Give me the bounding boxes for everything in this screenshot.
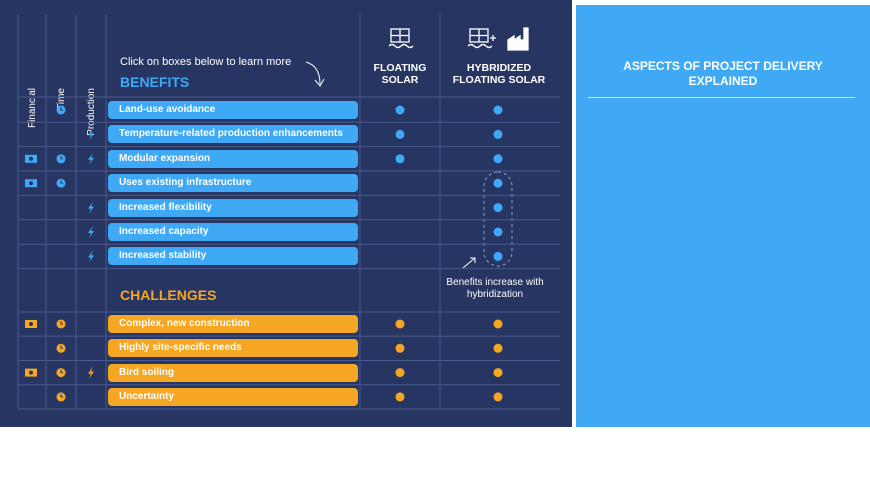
row-button[interactable]: Modular expansion <box>108 149 358 168</box>
hybrid-dot <box>493 129 503 139</box>
hybrid-dot <box>493 368 503 378</box>
hybrid-dot <box>493 392 503 402</box>
floating-dot <box>395 129 405 139</box>
row-button[interactable]: Bird soiling <box>108 363 358 382</box>
clock-icon <box>60 345 63 349</box>
hybrid-header: HYBRIDIZED FLOATING SOLAR <box>452 62 546 86</box>
row-button[interactable]: Highly site-specific needs <box>108 339 358 358</box>
bolt-icon <box>88 128 94 141</box>
clock-icon <box>60 321 63 325</box>
column-header: Production <box>86 88 97 136</box>
money-icon <box>29 181 33 186</box>
instruction-arrow <box>305 61 325 87</box>
bolt-icon <box>88 152 94 165</box>
row-button[interactable]: Complex, new construction <box>108 315 358 333</box>
column-header: Financial <box>27 88 38 128</box>
row-button[interactable]: Land-use avoidance <box>108 101 358 119</box>
side-title: ASPECTS OF PROJECT DELIVERY EXPLAINED <box>623 59 823 88</box>
bolt-icon <box>88 366 94 379</box>
floating-dot <box>395 392 405 402</box>
hybrid-bracket <box>483 171 513 267</box>
matrix-panel: Financial Time Production Click on boxes b… <box>0 0 572 427</box>
bolt-icon <box>88 201 94 214</box>
floating-dot <box>395 319 405 329</box>
hybrid-icon <box>467 27 529 51</box>
annotation-arrow <box>462 257 476 269</box>
row-button[interactable]: Increased stability <box>108 247 358 266</box>
floating-dot <box>395 368 405 378</box>
money-icon <box>29 322 33 326</box>
hybrid-dot <box>493 154 503 164</box>
instruction: Click on boxes below to learn more <box>120 56 292 68</box>
floating-header: FLOATING SOLAR <box>373 62 427 86</box>
hybrid-dot <box>493 178 503 188</box>
clock-icon <box>60 369 63 374</box>
floating-dot <box>395 105 405 115</box>
hybrid-dot <box>493 105 503 115</box>
row-button[interactable]: Increased capacity <box>108 223 358 241</box>
money-icon <box>29 156 33 161</box>
floating-dot <box>395 154 405 164</box>
bolt-icon <box>88 250 94 263</box>
annotation: Benefits increase with hybridization <box>446 277 544 300</box>
row-button[interactable]: Uncertainty <box>108 387 358 406</box>
clock-icon <box>60 107 63 111</box>
hybrid-dot <box>493 203 503 213</box>
hybrid-dot <box>493 251 503 261</box>
row-button[interactable]: Temperature-related production enhanceme… <box>108 125 358 144</box>
clock-icon <box>60 180 63 184</box>
row-button[interactable]: Increased flexibility <box>108 198 358 217</box>
floating-icon <box>388 28 414 49</box>
challenges-title: CHALLENGES <box>120 287 217 303</box>
hybrid-dot <box>493 319 503 329</box>
benefits-title: BENEFITS <box>120 74 190 90</box>
row-button[interactable]: Uses existing infrastructure <box>108 174 358 193</box>
hybrid-dot <box>493 227 503 237</box>
column-header: Time <box>56 88 67 110</box>
grid: Financial Time Production <box>17 15 560 410</box>
clock-icon <box>60 155 63 160</box>
bolt-icon <box>88 226 94 238</box>
divider <box>588 97 855 98</box>
side-panel: ASPECTS OF PROJECT DELIVERY EXPLAINED <box>576 5 870 427</box>
clock-icon <box>60 393 63 398</box>
hybrid-dot <box>493 343 503 353</box>
money-icon <box>29 370 33 375</box>
floating-dot <box>395 343 405 353</box>
